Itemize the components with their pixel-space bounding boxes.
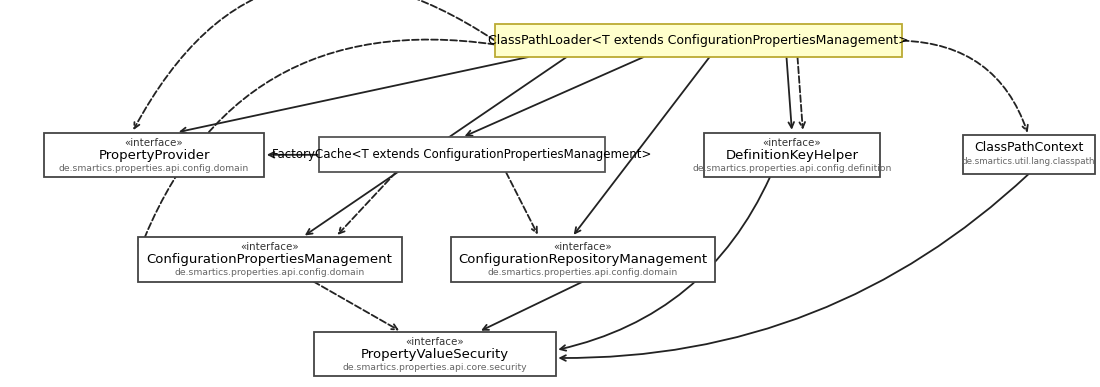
FancyBboxPatch shape: [44, 132, 264, 177]
Text: «interface»: «interface»: [405, 337, 464, 347]
FancyBboxPatch shape: [314, 332, 556, 376]
Text: de.smartics.properties.api.config.domain: de.smartics.properties.api.config.domain: [59, 164, 249, 173]
FancyBboxPatch shape: [451, 237, 715, 282]
Text: de.smartics.properties.api.config.domain: de.smartics.properties.api.config.domain: [488, 268, 678, 277]
Text: ConfigurationRepositoryManagement: ConfigurationRepositoryManagement: [459, 253, 707, 266]
Text: DefinitionKeyHelper: DefinitionKeyHelper: [726, 149, 858, 162]
FancyBboxPatch shape: [962, 135, 1094, 174]
Text: «interface»: «interface»: [762, 138, 822, 148]
Text: de.smartics.util.lang.classpath: de.smartics.util.lang.classpath: [961, 157, 1096, 166]
Text: de.smartics.properties.api.config.definition: de.smartics.properties.api.config.defini…: [692, 164, 892, 173]
Text: «interface»: «interface»: [124, 138, 184, 148]
FancyBboxPatch shape: [319, 137, 605, 172]
Text: de.smartics.properties.api.config.domain: de.smartics.properties.api.config.domain: [175, 268, 364, 277]
Text: «interface»: «interface»: [553, 242, 613, 252]
Text: ClassPathLoader<T extends ConfigurationPropertiesManagement>: ClassPathLoader<T extends ConfigurationP…: [488, 34, 909, 47]
Text: ConfigurationPropertiesManagement: ConfigurationPropertiesManagement: [146, 253, 393, 266]
Text: FactoryCache<T extends ConfigurationPropertiesManagement>: FactoryCache<T extends ConfigurationProp…: [273, 148, 651, 161]
FancyBboxPatch shape: [495, 24, 902, 57]
Text: PropertyProvider: PropertyProvider: [98, 149, 210, 162]
FancyBboxPatch shape: [704, 132, 880, 177]
Text: «interface»: «interface»: [240, 242, 299, 252]
Text: de.smartics.properties.api.core.security: de.smartics.properties.api.core.security: [342, 363, 527, 372]
FancyBboxPatch shape: [138, 237, 402, 282]
Text: PropertyValueSecurity: PropertyValueSecurity: [361, 348, 508, 361]
Text: ClassPathContext: ClassPathContext: [974, 141, 1084, 154]
